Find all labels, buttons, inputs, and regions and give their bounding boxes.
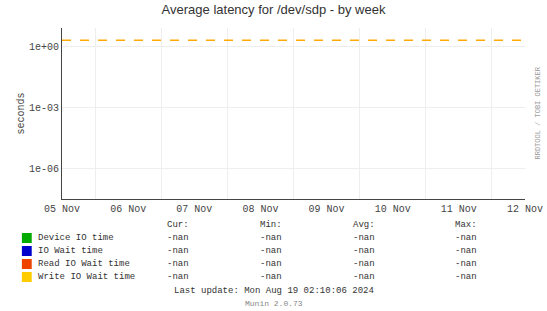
svg-text:Avg:: Avg: bbox=[353, 220, 375, 230]
svg-text:-nan: -nan bbox=[260, 259, 282, 269]
svg-text:08 Nov: 08 Nov bbox=[242, 204, 278, 215]
svg-text:-nan: -nan bbox=[260, 233, 282, 243]
svg-text:Max:: Max: bbox=[455, 220, 477, 230]
svg-text:Min:: Min: bbox=[260, 220, 282, 230]
svg-text:IO Wait time: IO Wait time bbox=[38, 246, 103, 256]
svg-text:-nan: -nan bbox=[353, 233, 375, 243]
svg-text:1e+00: 1e+00 bbox=[29, 42, 59, 53]
svg-text:Munin 2.0.73: Munin 2.0.73 bbox=[245, 299, 303, 308]
svg-text:seconds: seconds bbox=[16, 92, 27, 134]
svg-text:Cur:: Cur: bbox=[167, 220, 189, 230]
svg-text:RRDTOOL / TOBI OETIKER: RRDTOOL / TOBI OETIKER bbox=[534, 66, 542, 159]
svg-text:05 Nov: 05 Nov bbox=[44, 204, 80, 215]
svg-text:Last update: Mon Aug 19 02:10:: Last update: Mon Aug 19 02:10:06 2024 bbox=[174, 286, 374, 296]
svg-text:-nan: -nan bbox=[455, 233, 477, 243]
svg-text:-nan: -nan bbox=[260, 272, 282, 282]
svg-text:07 Nov: 07 Nov bbox=[176, 204, 212, 215]
svg-text:-nan: -nan bbox=[455, 272, 477, 282]
svg-text:Write IO Wait time: Write IO Wait time bbox=[38, 272, 135, 282]
svg-text:-nan: -nan bbox=[167, 246, 189, 256]
svg-text:-nan: -nan bbox=[167, 259, 189, 269]
svg-text:-nan: -nan bbox=[167, 272, 189, 282]
svg-text:12 Nov: 12 Nov bbox=[507, 204, 543, 215]
svg-text:Device IO time: Device IO time bbox=[38, 233, 114, 243]
svg-text:06 Nov: 06 Nov bbox=[110, 204, 146, 215]
svg-text:-nan: -nan bbox=[167, 233, 189, 243]
svg-text:-nan: -nan bbox=[455, 246, 477, 256]
svg-text:-nan: -nan bbox=[353, 259, 375, 269]
svg-text:-nan: -nan bbox=[353, 246, 375, 256]
svg-text:-nan: -nan bbox=[455, 259, 477, 269]
svg-text:09 Nov: 09 Nov bbox=[309, 204, 345, 215]
svg-text:Read IO Wait time: Read IO Wait time bbox=[38, 259, 130, 269]
svg-text:11 Nov: 11 Nov bbox=[441, 204, 477, 215]
svg-text:-nan: -nan bbox=[353, 272, 375, 282]
svg-text:10 Nov: 10 Nov bbox=[375, 204, 411, 215]
svg-text:Average latency for /dev/sdp -: Average latency for /dev/sdp - by week bbox=[162, 2, 386, 17]
svg-text:-nan: -nan bbox=[260, 246, 282, 256]
svg-text:1e-03: 1e-03 bbox=[29, 103, 59, 114]
svg-text:1e-06: 1e-06 bbox=[29, 164, 59, 175]
